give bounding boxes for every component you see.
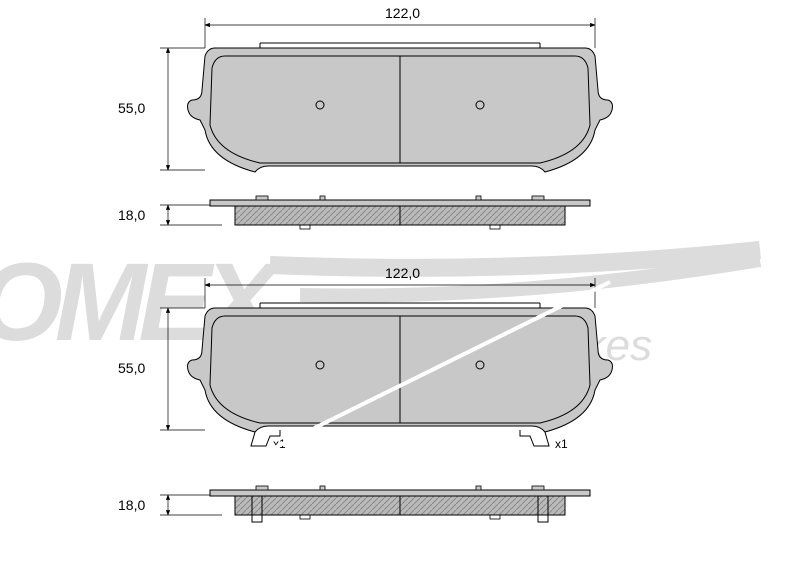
dim-width-bottom: 122,0	[385, 265, 420, 281]
dim-height-top: 55,0	[118, 100, 145, 116]
dim-depth-bottom: 18,0	[118, 497, 145, 513]
wear-clip-right: x1	[520, 430, 568, 451]
brake-pad-top: 122,0 55,0	[118, 5, 613, 172]
wear-clip-left: x1	[251, 430, 286, 451]
dim-width-top: 122,0	[385, 5, 420, 21]
dim-height-bottom: 55,0	[118, 360, 145, 376]
brake-pad-top-edge: 18,0	[118, 196, 590, 229]
x1-right: x1	[555, 437, 568, 451]
brake-pad-bottom-edge: 18,0	[118, 486, 590, 522]
dim-depth-top: 18,0	[118, 207, 145, 223]
